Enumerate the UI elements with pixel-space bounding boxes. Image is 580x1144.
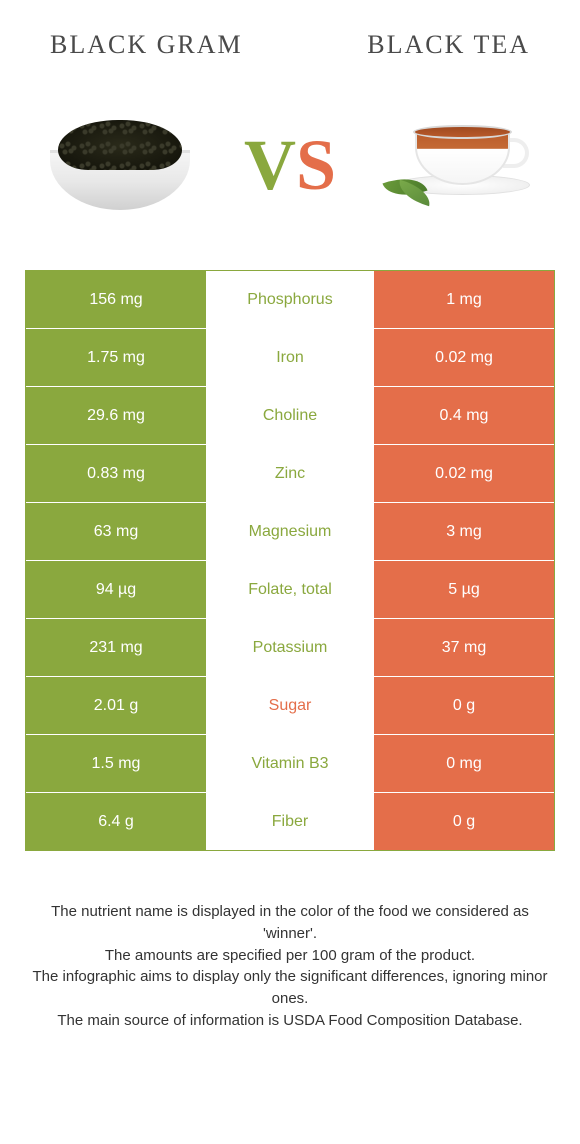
header: Black gram Black tea [0, 0, 580, 70]
right-value: 0 mg [374, 735, 554, 792]
nutrient-label: Sugar [206, 677, 374, 734]
right-value: 37 mg [374, 619, 554, 676]
left-value: 1.5 mg [26, 735, 206, 792]
bowl-icon [50, 120, 190, 210]
table-row: 2.01 gSugar0 g [26, 677, 554, 735]
right-value: 3 mg [374, 503, 554, 560]
nutrient-label: Choline [206, 387, 374, 444]
left-value: 0.83 mg [26, 445, 206, 502]
table-row: 94 µgFolate, total5 µg [26, 561, 554, 619]
nutrient-label: Vitamin B3 [206, 735, 374, 792]
right-value: 0 g [374, 793, 554, 850]
left-value: 231 mg [26, 619, 206, 676]
nutrient-label: Magnesium [206, 503, 374, 560]
left-value: 63 mg [26, 503, 206, 560]
table-row: 29.6 mgCholine0.4 mg [26, 387, 554, 445]
table-row: 156 mgPhosphorus1 mg [26, 271, 554, 329]
left-value: 94 µg [26, 561, 206, 618]
comparison-table: 156 mgPhosphorus1 mg1.75 mgIron0.02 mg29… [25, 270, 555, 851]
footer-line-4: The main source of information is USDA F… [30, 1010, 550, 1032]
left-value: 1.75 mg [26, 329, 206, 386]
right-value: 0.4 mg [374, 387, 554, 444]
right-value: 0 g [374, 677, 554, 734]
left-value: 29.6 mg [26, 387, 206, 444]
nutrient-label: Iron [206, 329, 374, 386]
nutrient-label: Folate, total [206, 561, 374, 618]
left-value: 6.4 g [26, 793, 206, 850]
left-value: 156 mg [26, 271, 206, 328]
nutrient-label: Zinc [206, 445, 374, 502]
table-row: 6.4 gFiber0 g [26, 793, 554, 851]
vs-label: VS [244, 124, 336, 207]
black-gram-image [40, 100, 200, 230]
right-value: 1 mg [374, 271, 554, 328]
nutrient-label: Fiber [206, 793, 374, 850]
footer-notes: The nutrient name is displayed in the co… [0, 851, 580, 1032]
footer-line-3: The infographic aims to display only the… [30, 966, 550, 1010]
right-value: 5 µg [374, 561, 554, 618]
image-row: VS [0, 70, 580, 270]
footer-line-1: The nutrient name is displayed in the co… [30, 901, 550, 945]
nutrient-label: Phosphorus [206, 271, 374, 328]
footer-line-2: The amounts are specified per 100 gram o… [30, 945, 550, 967]
table-row: 0.83 mgZinc0.02 mg [26, 445, 554, 503]
table-row: 63 mgMagnesium3 mg [26, 503, 554, 561]
table-row: 231 mgPotassium37 mg [26, 619, 554, 677]
left-food-title: Black gram [50, 30, 243, 60]
vs-v: V [244, 124, 296, 207]
right-value: 0.02 mg [374, 329, 554, 386]
table-row: 1.5 mgVitamin B30 mg [26, 735, 554, 793]
nutrient-label: Potassium [206, 619, 374, 676]
table-row: 1.75 mgIron0.02 mg [26, 329, 554, 387]
right-value: 0.02 mg [374, 445, 554, 502]
left-value: 2.01 g [26, 677, 206, 734]
vs-s: S [296, 124, 336, 207]
black-tea-image [380, 100, 540, 230]
teacup-icon [385, 110, 535, 220]
right-food-title: Black tea [367, 30, 530, 60]
